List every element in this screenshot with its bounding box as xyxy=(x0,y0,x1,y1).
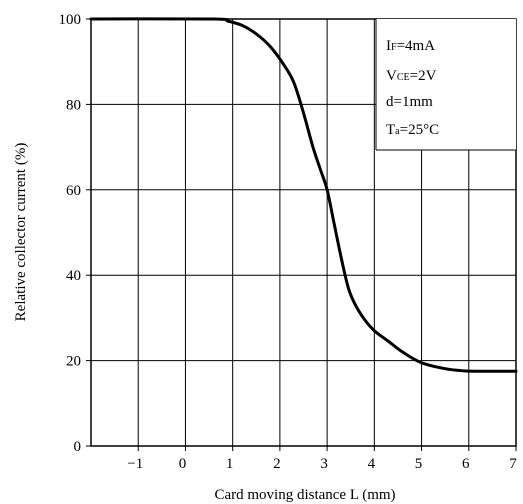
curve-layer xyxy=(89,17,518,373)
condition-ta: Ta=25°C xyxy=(386,122,439,138)
x-tick-label: 6 xyxy=(462,456,470,472)
condition-d: d=1mm xyxy=(386,94,433,110)
plot-frame xyxy=(90,18,517,447)
x-axis-label: Card moving distance L (mm) xyxy=(214,487,395,503)
y-tick-label: 20 xyxy=(66,354,81,370)
x-tick-label: −1 xyxy=(127,456,143,472)
condition-ta-value: =25°C xyxy=(400,122,439,138)
condition-ta-subscript: a xyxy=(395,126,400,137)
x-tick-label: 7 xyxy=(509,456,517,472)
y-axis-label: Relative collector current (%) xyxy=(13,143,29,322)
tick-labels: −1 0 1 2 3 4 5 6 7 0 20 40 60 80 100 xyxy=(59,12,518,472)
x-tick-label: 0 xyxy=(179,456,187,472)
condition-vce-value: =2V xyxy=(410,68,437,84)
condition-if: IF=4mA xyxy=(386,38,435,54)
tick-marks xyxy=(86,18,517,451)
series-line xyxy=(89,17,518,373)
x-tick-label: 3 xyxy=(320,456,328,472)
x-tick-label: 1 xyxy=(226,456,234,472)
conditions-background xyxy=(376,19,516,150)
condition-if-value: =4mA xyxy=(397,38,436,54)
y-tick-label: 40 xyxy=(66,268,81,284)
condition-vce-symbol: V xyxy=(386,68,397,84)
condition-if-subscript: F xyxy=(391,42,397,53)
x-tick-label: 5 xyxy=(415,456,423,472)
x-tick-label: 4 xyxy=(368,456,376,472)
y-tick-label: 60 xyxy=(66,183,81,199)
conditions-box: IF=4mA VCE=2V d=1mm Ta=25°C xyxy=(375,19,516,151)
y-tick-label: 80 xyxy=(66,97,81,113)
y-tick-label: 100 xyxy=(59,12,82,28)
condition-if-symbol: I xyxy=(386,38,391,54)
condition-vce-subscript: CE xyxy=(397,72,410,83)
x-tick-label: 2 xyxy=(273,456,281,472)
y-tick-label: 0 xyxy=(74,439,82,455)
condition-vce: VCE=2V xyxy=(386,68,437,84)
condition-ta-symbol: T xyxy=(386,122,395,138)
grid-lines xyxy=(91,19,516,446)
